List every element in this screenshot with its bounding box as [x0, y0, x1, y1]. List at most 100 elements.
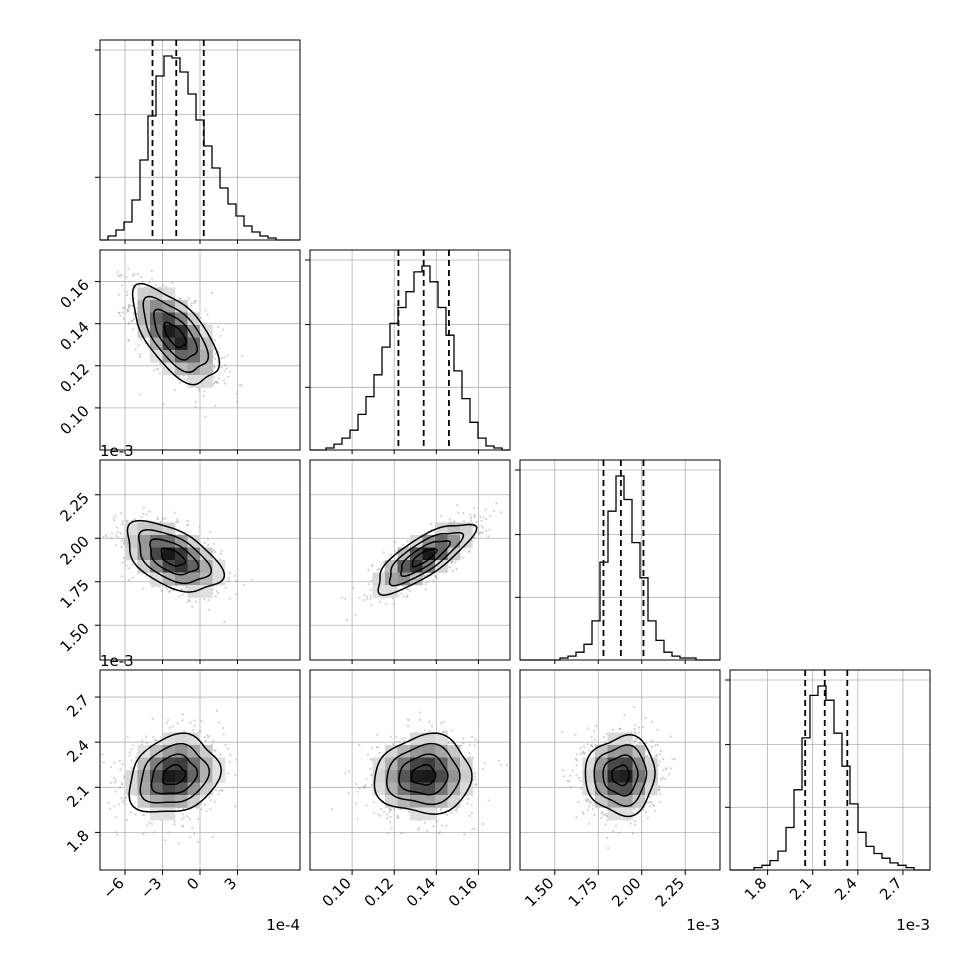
- sample-point: [134, 286, 137, 289]
- sample-point: [372, 811, 375, 814]
- sample-point: [389, 808, 392, 811]
- sample-point: [423, 729, 426, 732]
- density-cell: [187, 732, 201, 746]
- contour-line: [377, 523, 478, 596]
- sample-point: [184, 588, 187, 591]
- sample-point: [408, 719, 411, 722]
- sample-point: [440, 722, 443, 725]
- sample-point: [649, 800, 652, 804]
- sample-point: [467, 550, 470, 553]
- sample-point: [406, 718, 409, 721]
- density-cell: [137, 287, 151, 301]
- sample-point: [466, 802, 469, 805]
- sample-point: [194, 405, 197, 409]
- sample-point: [178, 297, 181, 300]
- sample-point: [123, 542, 126, 545]
- sample-point: [182, 824, 185, 828]
- sample-point: [199, 730, 202, 733]
- panel-frame: [729, 669, 931, 871]
- density-cell: [125, 535, 138, 548]
- sample-point: [389, 735, 392, 738]
- sample-point: [116, 833, 119, 836]
- sample-point: [224, 743, 227, 747]
- sample-point: [142, 832, 145, 836]
- sample-point: [481, 768, 484, 771]
- sample-point: [118, 759, 121, 763]
- density-cell: [150, 782, 163, 796]
- sample-point: [222, 328, 225, 331]
- sample-point: [234, 805, 237, 808]
- sample-point: [484, 529, 488, 532]
- density-cell: [187, 375, 201, 388]
- sample-point: [178, 381, 182, 384]
- sample-point: [590, 735, 593, 739]
- sample-point: [162, 518, 165, 521]
- sample-point: [369, 757, 372, 761]
- sample-point: [369, 594, 372, 597]
- sample-point: [582, 812, 585, 816]
- sample-point: [142, 506, 145, 509]
- contour-line: [139, 742, 211, 804]
- sample-point: [168, 590, 171, 594]
- density-cell: [200, 350, 213, 363]
- sample-point: [475, 783, 478, 786]
- sample-point: [127, 305, 130, 308]
- sample-point: [158, 585, 161, 588]
- sample-point: [129, 811, 132, 814]
- contour-line: [400, 540, 451, 578]
- sample-point: [113, 761, 116, 764]
- sample-point: [369, 597, 372, 600]
- sample-point: [384, 603, 387, 606]
- sample-point: [84, 261, 86, 263]
- density-cell: [422, 732, 436, 746]
- contour-line: [142, 295, 210, 374]
- sample-point: [123, 541, 126, 544]
- sample-point: [473, 514, 476, 517]
- density-cell: [187, 362, 201, 376]
- sample-point: [194, 300, 197, 303]
- sample-point: [117, 803, 121, 806]
- sample-point: [121, 520, 124, 523]
- sample-point: [479, 516, 482, 519]
- sample-point: [651, 745, 654, 748]
- panel-3-3: [725, 670, 930, 870]
- sample-point: [187, 524, 190, 527]
- sample-point: [110, 536, 113, 540]
- sample-point: [210, 291, 213, 294]
- sample-point: [223, 370, 226, 373]
- contour-line: [411, 548, 438, 568]
- density-cell: [162, 795, 176, 808]
- sample-point: [121, 800, 124, 804]
- sample-point: [137, 272, 140, 275]
- sample-point: [402, 595, 405, 598]
- sample-point: [222, 733, 225, 736]
- histogram-step-0: [100, 55, 300, 241]
- sample-point: [197, 387, 200, 390]
- sample-point: [226, 354, 229, 357]
- sample-point: [442, 730, 445, 734]
- sample-point: [418, 718, 421, 722]
- sample-point: [365, 595, 368, 598]
- sample-point: [181, 712, 184, 716]
- sample-point: [344, 772, 347, 775]
- sample-point: [120, 575, 123, 578]
- sample-point: [132, 328, 135, 331]
- sample-point: [215, 590, 218, 593]
- sample-point: [388, 810, 391, 814]
- sample-point: [121, 311, 124, 314]
- sample-point: [389, 553, 392, 556]
- sample-point: [470, 804, 473, 807]
- sample-point: [213, 366, 216, 369]
- sample-point: [402, 543, 405, 546]
- density-cell: [385, 572, 398, 586]
- sample-point: [207, 599, 210, 602]
- sample-point: [241, 354, 244, 358]
- sample-point: [417, 828, 420, 832]
- sample-point: [116, 270, 119, 274]
- sample-point: [400, 737, 403, 740]
- sample-point: [206, 537, 209, 541]
- panel-frame: [309, 459, 511, 661]
- sample-point: [236, 400, 239, 403]
- sample-point: [215, 380, 218, 383]
- sample-point: [468, 752, 471, 755]
